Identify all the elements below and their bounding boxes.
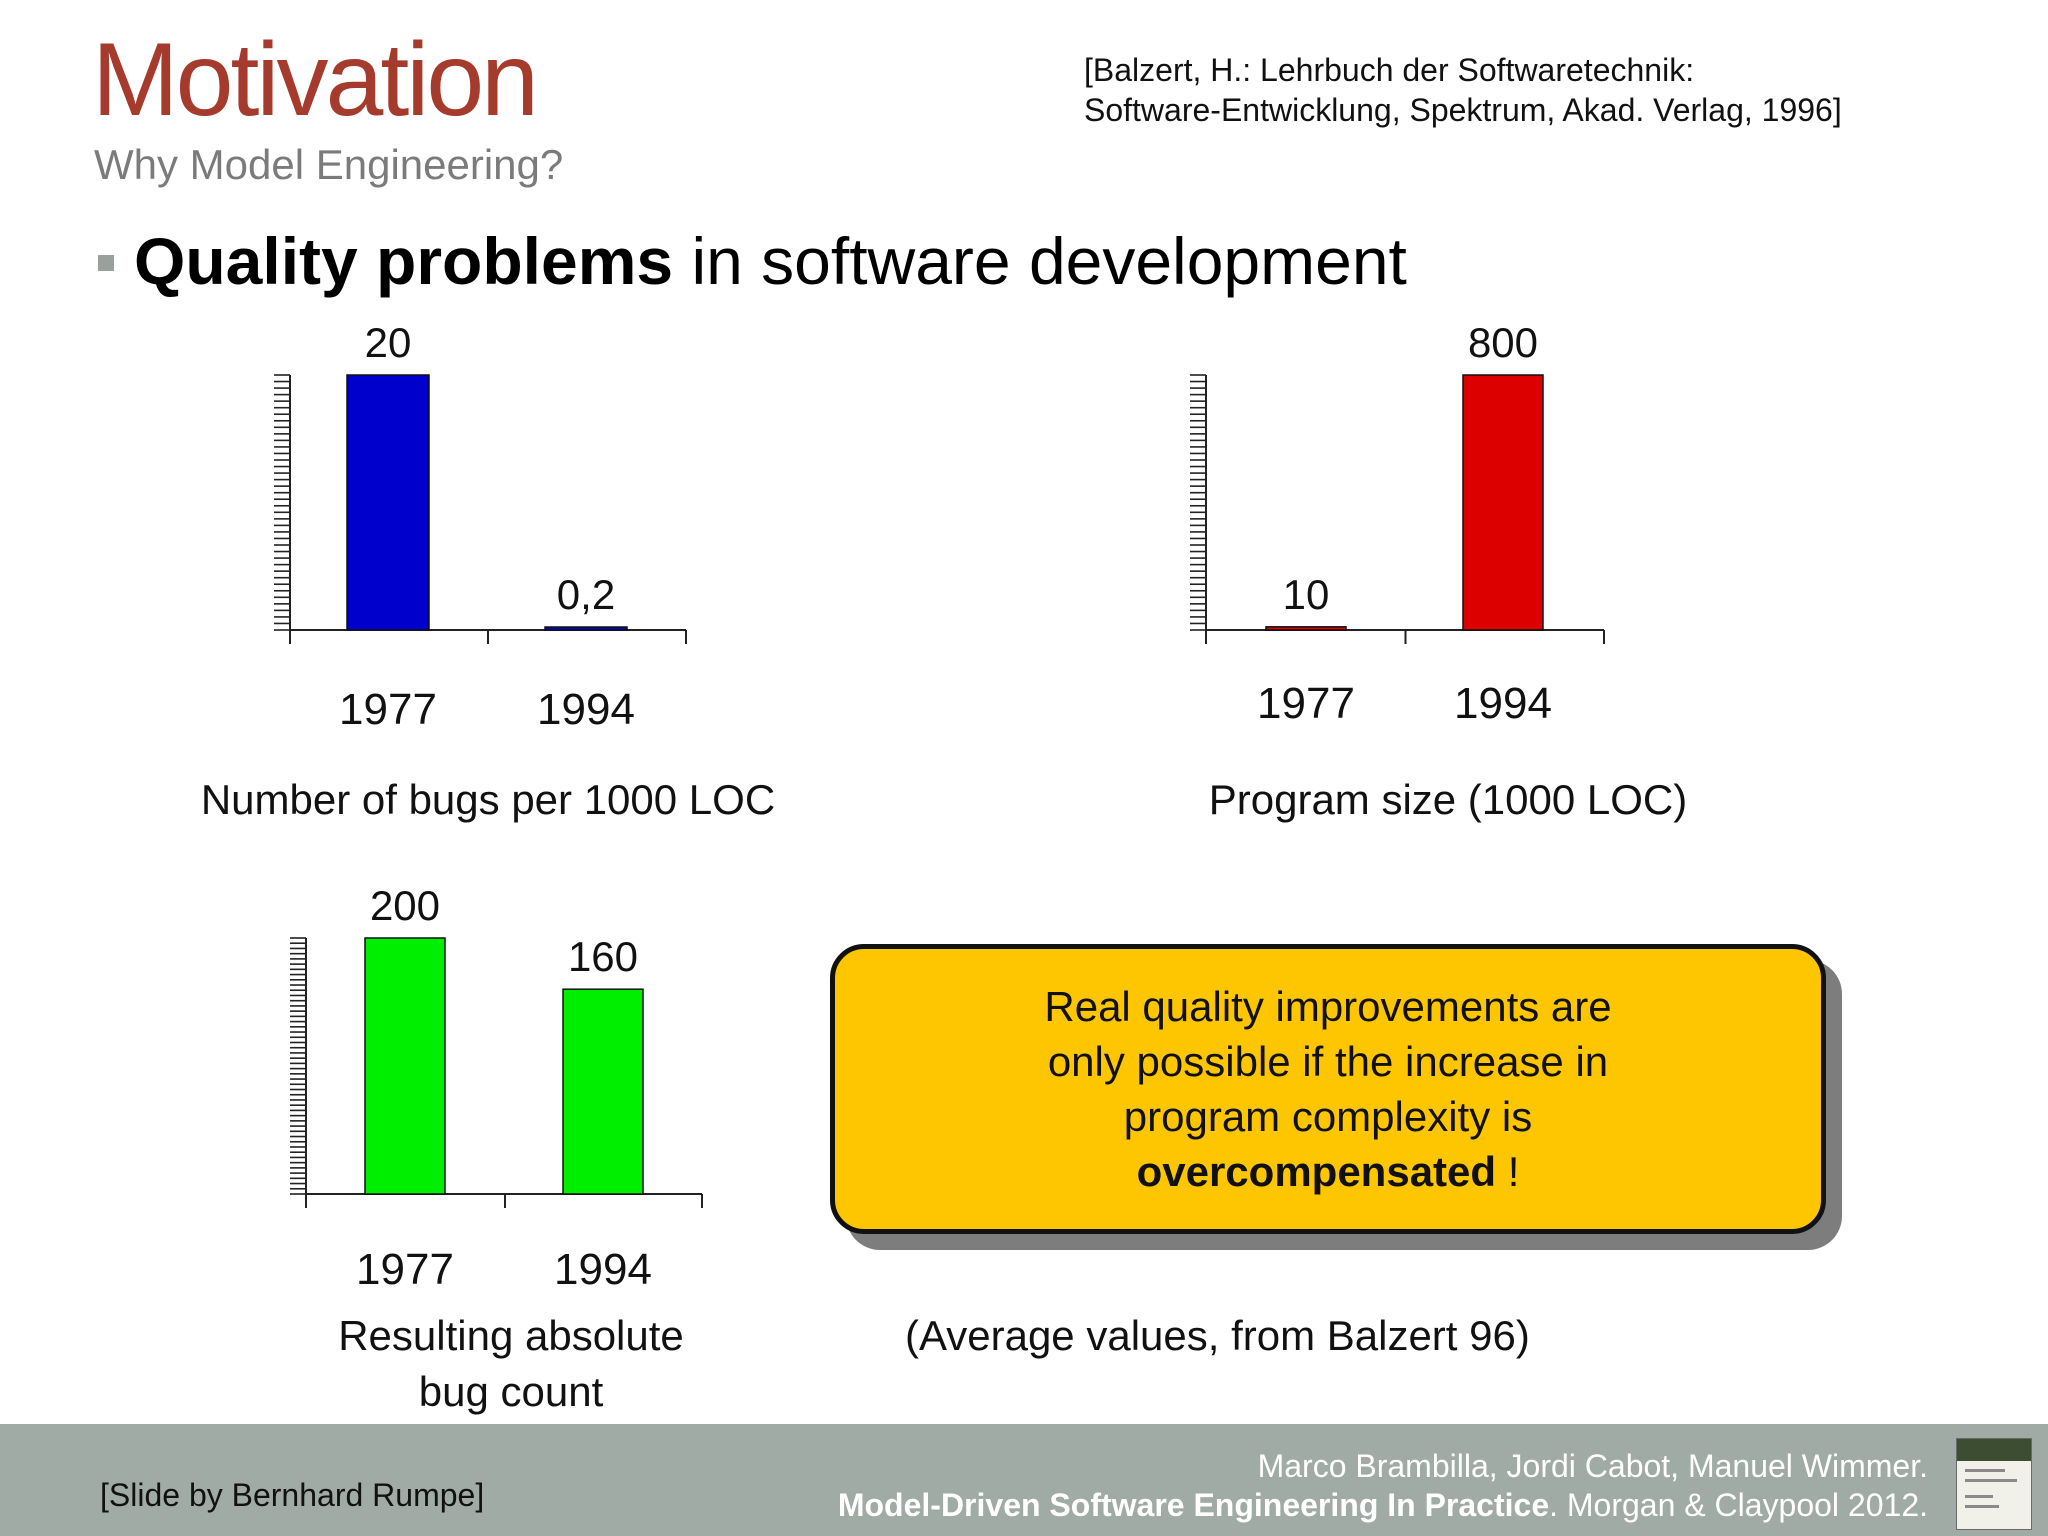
conclusion-callout: Real quality improvements are only possi… bbox=[830, 944, 1826, 1234]
source-note: (Average values, from Balzert 96) bbox=[905, 1312, 1530, 1359]
bar-1977 bbox=[346, 374, 430, 631]
book-cover-icon bbox=[1956, 1438, 2032, 1530]
callout-line-1: Real quality improvements are bbox=[1044, 983, 1612, 1030]
slide-credit: [Slide by Bernhard Rumpe] bbox=[100, 1477, 485, 1513]
x-tick-label: 1977 bbox=[1257, 679, 1355, 728]
citation-line-2: Software-Entwicklung, Spektrum, Akad. Ve… bbox=[1084, 92, 1842, 128]
x-tick-label: 1977 bbox=[339, 685, 437, 734]
charts-canvas: 20 1977 0,2 1994 Number of bugs per 1000 LOC… bbox=[201, 319, 1688, 1415]
citation-line-1: [Balzert, H.: Lehrbuch der Softwaretechn… bbox=[1084, 52, 1695, 88]
chart-title: Number of bugs per 1000 LOC bbox=[201, 776, 775, 823]
bullet-rest-text: in software development bbox=[673, 224, 1407, 298]
callout-line-4: overcompensated ! bbox=[1137, 1144, 1520, 1199]
bar-1994 bbox=[562, 988, 644, 1195]
bar-1994 bbox=[1462, 374, 1544, 631]
callout-emphasis: overcompensated bbox=[1136, 1148, 1497, 1195]
data-label: 800 bbox=[1468, 319, 1538, 366]
chart-title-line: bug count bbox=[419, 1368, 604, 1415]
data-label: 20 bbox=[365, 319, 412, 366]
callout-line-3: program complexity is bbox=[1123, 1093, 1533, 1140]
x-tick-label: 1994 bbox=[554, 1245, 652, 1294]
bar-1977 bbox=[1265, 626, 1347, 631]
citation: [Balzert, H.: Lehrbuch der Softwaretechn… bbox=[1084, 50, 1842, 130]
data-label: 10 bbox=[1283, 571, 1330, 618]
x-tick-label: 1994 bbox=[537, 685, 635, 734]
slide-title: Motivation bbox=[92, 22, 539, 138]
callout-line-2: only possible if the increase in bbox=[1047, 1038, 1609, 1085]
bullet-bold-text: Quality problems bbox=[134, 224, 674, 298]
bar-1977 bbox=[364, 937, 446, 1195]
book-publisher: . Morgan & Claypool 2012. bbox=[1549, 1487, 1928, 1523]
footer-book-reference: Model-Driven Software Engineering In Pra… bbox=[838, 1487, 1928, 1524]
chart-title: Program size (1000 LOC) bbox=[1209, 776, 1688, 823]
callout-exclamation: ! bbox=[1496, 1148, 1520, 1195]
data-label: 200 bbox=[370, 882, 440, 929]
bar-1994 bbox=[544, 626, 628, 631]
chart-title-line: Resulting absolute bbox=[338, 1312, 684, 1359]
footer-authors: Marco Brambilla, Jordi Cabot, Manuel Wim… bbox=[1257, 1448, 1928, 1484]
x-tick-label: 1977 bbox=[356, 1245, 454, 1294]
book-title: Model-Driven Software Engineering In Pra… bbox=[837, 1487, 1550, 1523]
data-label: 160 bbox=[568, 933, 638, 980]
x-tick-label: 1994 bbox=[1454, 679, 1552, 728]
slide-subtitle: Why Model Engineering? bbox=[94, 141, 564, 188]
data-label: 0,2 bbox=[557, 571, 615, 618]
bullet-point: Quality problems in software development bbox=[134, 228, 1407, 294]
footer-band bbox=[0, 1424, 2048, 1536]
bullet-square-icon bbox=[98, 255, 114, 271]
